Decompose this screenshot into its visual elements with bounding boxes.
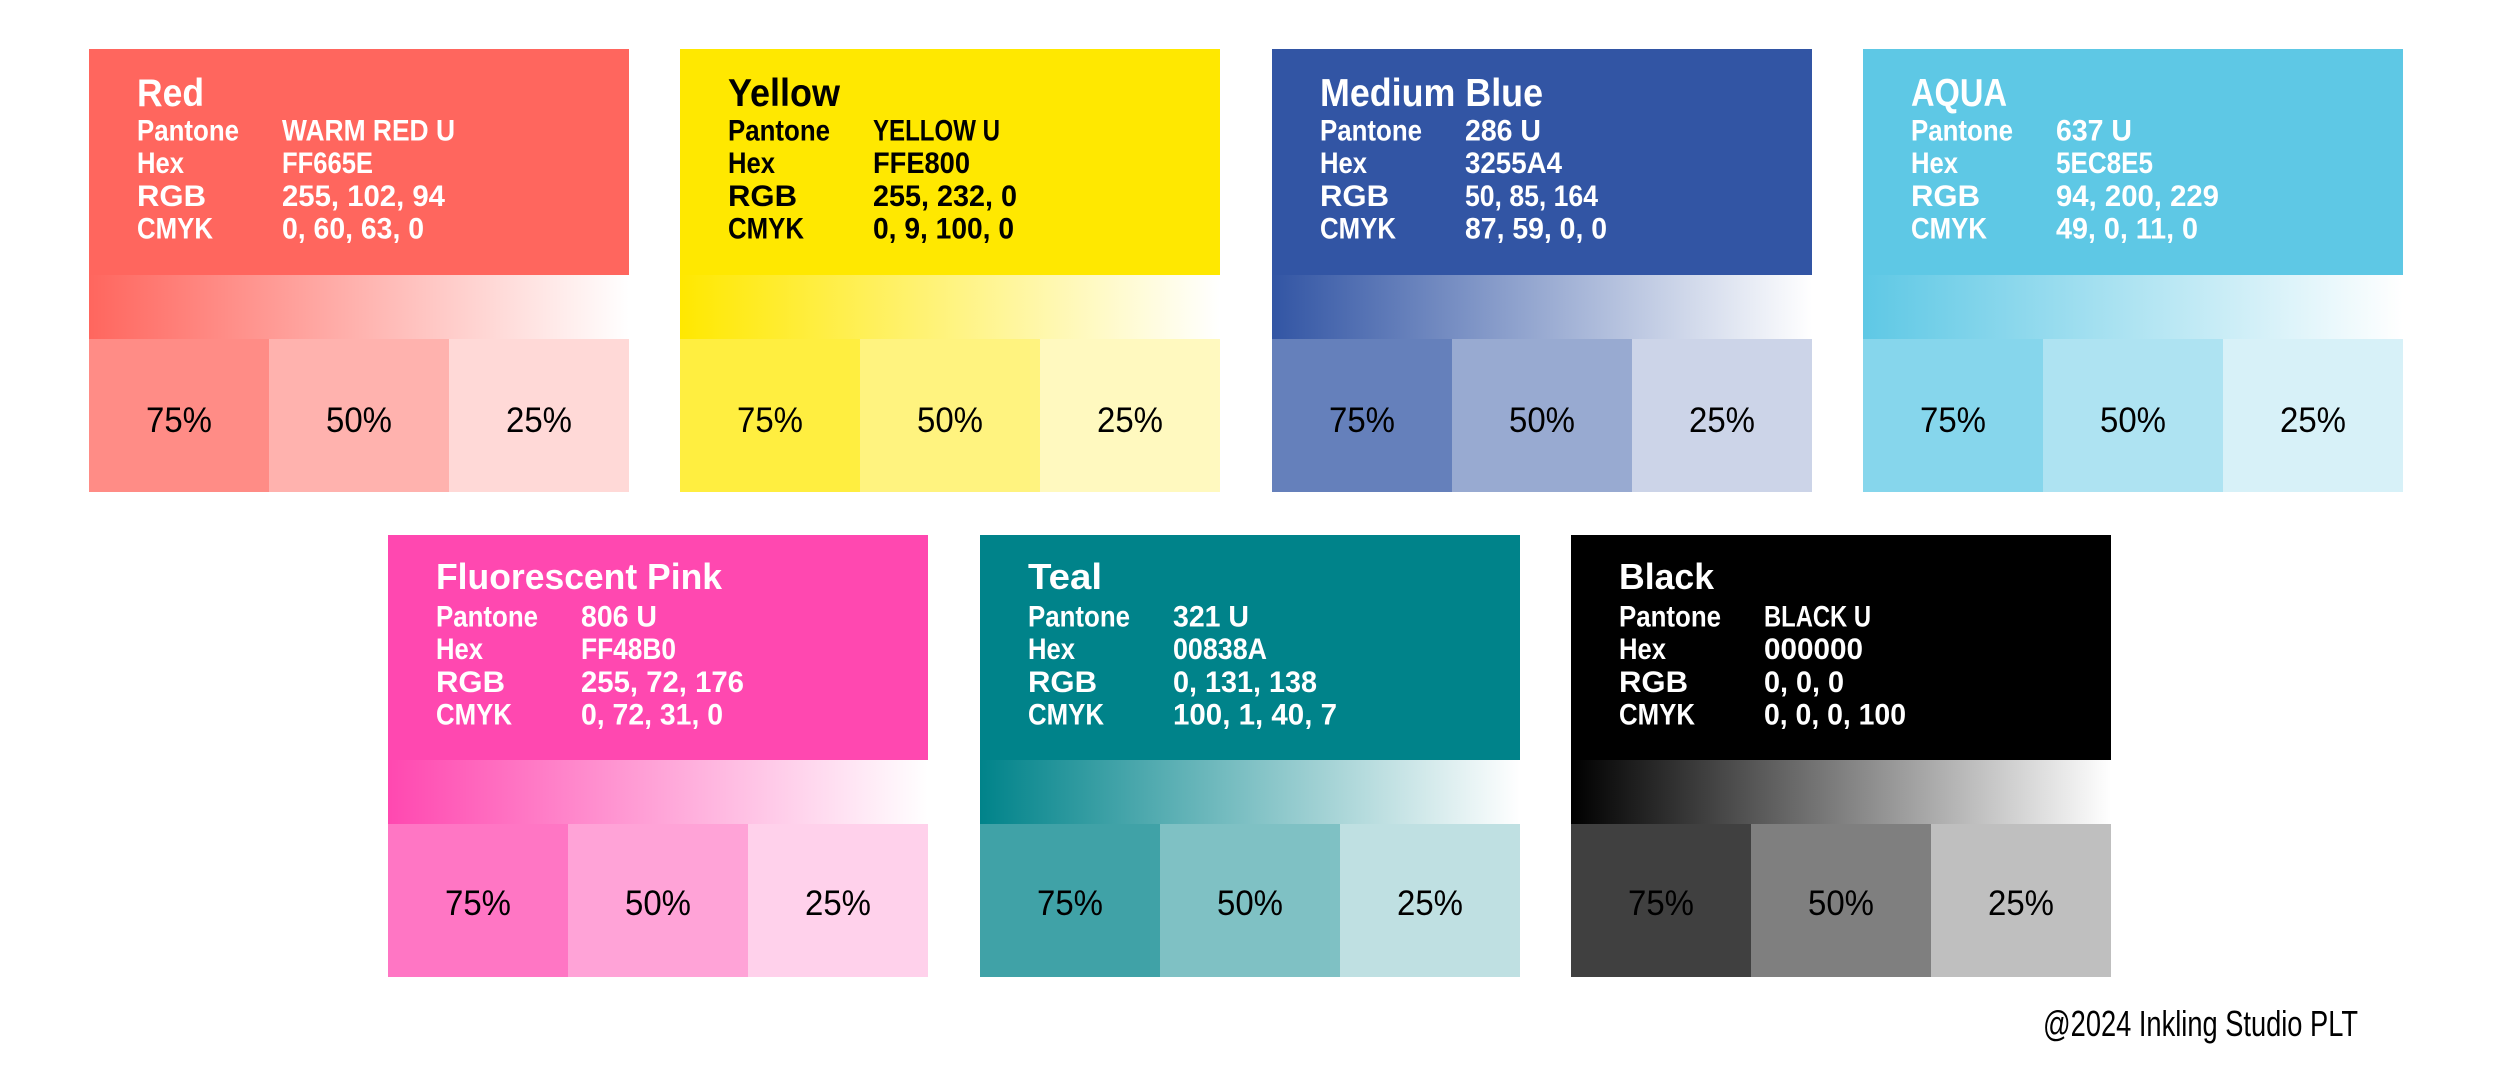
svg-text:25%: 25% xyxy=(805,884,871,923)
svg-text:RGB: RGB xyxy=(1028,666,1097,699)
svg-text:CMYK: CMYK xyxy=(1911,213,1987,246)
svg-text:25%: 25% xyxy=(1988,884,2054,923)
svg-text:YELLOW U: YELLOW U xyxy=(873,114,1000,147)
svg-text:000000: 000000 xyxy=(1764,633,1863,666)
svg-text:CMYK: CMYK xyxy=(728,213,804,246)
svg-text:CMYK: CMYK xyxy=(1028,699,1104,732)
svg-text:Pantone: Pantone xyxy=(137,114,239,147)
svg-text:FF665E: FF665E xyxy=(282,147,373,180)
svg-text:FF48B0: FF48B0 xyxy=(581,633,676,666)
svg-text:255, 72, 176: 255, 72, 176 xyxy=(581,666,744,699)
svg-text:CMYK: CMYK xyxy=(1320,213,1396,246)
svg-text:Pantone: Pantone xyxy=(728,114,830,147)
svg-text:0, 131, 138: 0, 131, 138 xyxy=(1173,666,1317,699)
svg-text:Hex: Hex xyxy=(1320,147,1367,180)
svg-text:50%: 50% xyxy=(1217,884,1283,923)
svg-text:Hex: Hex xyxy=(1028,633,1075,666)
svg-text:100, 1, 40, 7: 100, 1, 40, 7 xyxy=(1173,699,1337,732)
svg-text:75%: 75% xyxy=(146,401,212,440)
svg-text:50%: 50% xyxy=(917,401,983,440)
svg-text:Red: Red xyxy=(137,72,204,115)
svg-text:286 U: 286 U xyxy=(1465,114,1541,147)
svg-text:94, 200, 229: 94, 200, 229 xyxy=(2056,180,2219,213)
svg-text:BLACK U: BLACK U xyxy=(1764,600,1871,633)
svg-text:255, 102, 94: 255, 102, 94 xyxy=(282,180,445,213)
svg-text:0, 0, 0, 100: 0, 0, 0, 100 xyxy=(1764,699,1906,732)
svg-text:Hex: Hex xyxy=(728,147,775,180)
svg-text:50%: 50% xyxy=(2100,401,2166,440)
svg-text:5EC8E5: 5EC8E5 xyxy=(2056,147,2153,180)
svg-text:RGB: RGB xyxy=(137,180,206,213)
svg-text:50%: 50% xyxy=(1808,884,1874,923)
svg-text:Pantone: Pantone xyxy=(1320,114,1422,147)
svg-text:Hex: Hex xyxy=(137,147,184,180)
svg-text:637 U: 637 U xyxy=(2056,114,2132,147)
svg-text:25%: 25% xyxy=(2280,401,2346,440)
svg-text:00838A: 00838A xyxy=(1173,633,1267,666)
svg-text:Medium Blue: Medium Blue xyxy=(1320,72,1543,115)
svg-text:Pantone: Pantone xyxy=(1911,114,2013,147)
svg-text:AQUA: AQUA xyxy=(1911,72,2007,115)
svg-text:321 U: 321 U xyxy=(1173,600,1249,633)
svg-text:75%: 75% xyxy=(737,401,803,440)
svg-text:25%: 25% xyxy=(1689,401,1755,440)
svg-text:25%: 25% xyxy=(1397,884,1463,923)
svg-text:Hex: Hex xyxy=(436,633,483,666)
svg-text:Yellow: Yellow xyxy=(728,72,841,115)
svg-text:FFE800: FFE800 xyxy=(873,147,970,180)
svg-text:CMYK: CMYK xyxy=(436,699,512,732)
svg-text:50%: 50% xyxy=(625,884,691,923)
svg-text:Black: Black xyxy=(1619,556,1715,597)
svg-text:Pantone: Pantone xyxy=(436,600,538,633)
svg-text:75%: 75% xyxy=(1329,401,1395,440)
svg-text:75%: 75% xyxy=(445,884,511,923)
svg-text:49, 0, 11, 0: 49, 0, 11, 0 xyxy=(2056,213,2198,246)
svg-text:25%: 25% xyxy=(506,401,572,440)
svg-text:0, 60, 63, 0: 0, 60, 63, 0 xyxy=(282,213,424,246)
svg-text:Pantone: Pantone xyxy=(1028,600,1130,633)
svg-text:25%: 25% xyxy=(1097,401,1163,440)
svg-text:87, 59, 0, 0: 87, 59, 0, 0 xyxy=(1465,213,1607,246)
svg-text:Hex: Hex xyxy=(1619,633,1666,666)
svg-text:50%: 50% xyxy=(326,401,392,440)
svg-text:RGB: RGB xyxy=(1911,180,1980,213)
svg-text:806 U: 806 U xyxy=(581,600,657,633)
svg-text:RGB: RGB xyxy=(728,180,797,213)
svg-text:Pantone: Pantone xyxy=(1619,600,1721,633)
svg-text:CMYK: CMYK xyxy=(137,213,213,246)
svg-text:CMYK: CMYK xyxy=(1619,699,1695,732)
svg-text:255, 232, 0: 255, 232, 0 xyxy=(873,180,1017,213)
svg-text:75%: 75% xyxy=(1037,884,1103,923)
svg-text:RGB: RGB xyxy=(1619,666,1688,699)
svg-text:75%: 75% xyxy=(1920,401,1986,440)
svg-text:0, 9, 100, 0: 0, 9, 100, 0 xyxy=(873,213,1014,246)
svg-text:3255A4: 3255A4 xyxy=(1465,147,1562,180)
svg-text:Teal: Teal xyxy=(1028,556,1102,597)
svg-text:@2024 Inkling Studio PLT: @2024 Inkling Studio PLT xyxy=(2043,1003,2358,1044)
svg-text:Hex: Hex xyxy=(1911,147,1958,180)
svg-text:0, 72, 31, 0: 0, 72, 31, 0 xyxy=(581,699,723,732)
svg-text:50%: 50% xyxy=(1509,401,1575,440)
svg-text:RGB: RGB xyxy=(1320,180,1389,213)
svg-text:RGB: RGB xyxy=(436,666,505,699)
svg-text:0, 0, 0: 0, 0, 0 xyxy=(1764,666,1844,699)
svg-text:Fluorescent Pink: Fluorescent Pink xyxy=(436,556,723,597)
svg-text:75%: 75% xyxy=(1628,884,1694,923)
svg-text:50, 85, 164: 50, 85, 164 xyxy=(1465,180,1598,213)
svg-text:WARM RED U: WARM RED U xyxy=(282,114,455,147)
